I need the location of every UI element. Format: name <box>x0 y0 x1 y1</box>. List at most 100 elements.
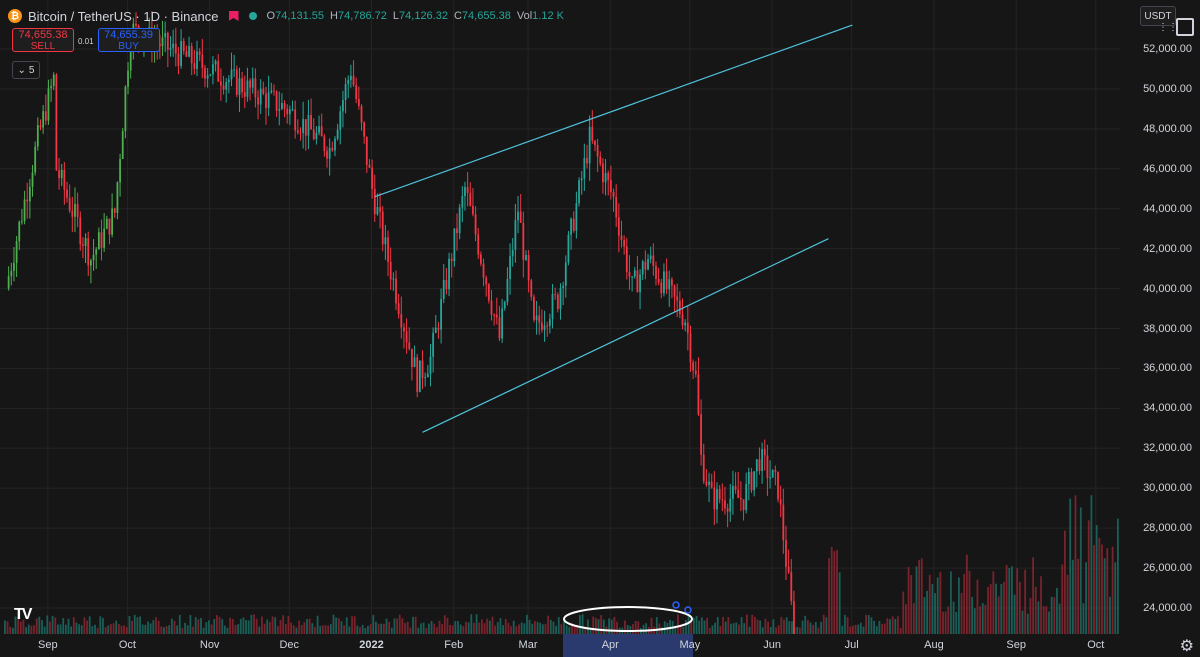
volume-bar <box>1066 574 1069 634</box>
volume-bar <box>772 619 775 634</box>
volume-bar <box>250 614 253 634</box>
candle-body <box>111 208 114 235</box>
symbol-legend[interactable]: ₿ Bitcoin / TetherUS · 1D · Binance O74,… <box>8 6 564 26</box>
volume-bar <box>942 611 944 634</box>
volume-bar <box>626 625 629 634</box>
candle-body <box>755 459 758 472</box>
volume-bar <box>677 614 679 634</box>
volume-bar <box>809 622 812 634</box>
volume-bar <box>486 618 489 634</box>
volume-bar <box>557 617 560 634</box>
time-tick-label: 2022 <box>359 639 384 651</box>
candle-body <box>339 111 342 130</box>
volume-bar <box>902 591 905 634</box>
volume-bar <box>385 618 388 634</box>
volume-bar <box>504 618 507 634</box>
candle-body <box>219 81 222 86</box>
symbol-title[interactable]: Bitcoin / TetherUS · 1D · Binance <box>28 8 219 24</box>
volume-bar <box>1090 495 1093 634</box>
candle-body <box>543 325 546 330</box>
candle-body <box>100 232 103 248</box>
price-tick-label: 38,000.00 <box>1143 322 1192 335</box>
gear-icon[interactable]: ⚙ <box>1179 638 1194 655</box>
volume-bar <box>359 627 361 634</box>
volume-bar <box>51 616 54 634</box>
volume-bar <box>698 620 701 634</box>
volume-bar <box>579 615 581 634</box>
candle-body <box>538 315 541 323</box>
volume-bar <box>669 619 671 634</box>
candle-body <box>434 327 437 333</box>
tradingview-logo[interactable]: TV <box>14 606 33 623</box>
volume-bar <box>420 623 422 634</box>
volume-bar <box>928 574 931 634</box>
candle-body <box>564 262 567 286</box>
candle-body <box>259 88 262 105</box>
volume-bar <box>531 623 534 634</box>
volume-bar <box>86 620 88 634</box>
volume-bar <box>22 619 25 634</box>
candle-body <box>572 218 575 231</box>
candle-body <box>713 487 716 510</box>
volume-bar <box>534 621 536 634</box>
buy-button[interactable]: 74,655.39 BUY <box>97 28 160 52</box>
volume-bar <box>833 551 836 634</box>
volume-bar <box>4 620 6 634</box>
volume-bar <box>989 584 992 634</box>
candle-body <box>373 188 376 215</box>
annotation-handle[interactable] <box>672 601 680 609</box>
candle-body <box>360 106 363 123</box>
price-axis[interactable]: USDT ⋮⋮ 52,000.00 50,000.00 48,000.00 46,00… <box>1120 0 1200 634</box>
flag-icon[interactable] <box>228 11 239 21</box>
fullscreen-icon[interactable] <box>1176 18 1194 36</box>
time-axis[interactable]: ⚙ Sep Oct Nov Dec 2022 Feb Mar Apr May Jun Jul Aug S… <box>0 634 1200 657</box>
volume-annotation-ellipse[interactable] <box>563 606 693 632</box>
currency-selector[interactable]: USDT <box>1140 6 1176 26</box>
candle-body <box>312 129 315 140</box>
volume-bar <box>306 619 308 634</box>
candle-body <box>742 499 745 511</box>
volume-bar <box>11 627 14 634</box>
volume-bar <box>541 624 544 634</box>
candle-body <box>79 217 82 245</box>
volume-bar <box>1032 557 1034 634</box>
drag-handle-icon[interactable]: ⋮⋮ <box>1158 22 1178 33</box>
volume-bar <box>1058 603 1061 634</box>
volume-bar <box>290 622 292 634</box>
candle-body <box>21 221 23 223</box>
candle-body <box>381 211 384 245</box>
bitcoin-icon: ₿ <box>8 9 22 23</box>
volume-bar <box>854 624 857 634</box>
volume-bar <box>178 614 181 634</box>
volume-bar <box>234 624 237 634</box>
candle-body <box>599 156 602 164</box>
candle-body <box>89 260 92 266</box>
volume-bar <box>1077 558 1080 634</box>
volume-bar <box>918 559 921 634</box>
volume-bar <box>735 622 738 634</box>
candle-body <box>371 167 374 189</box>
volume-bar <box>804 615 807 634</box>
volume-bar <box>337 618 340 634</box>
volume-bar <box>738 624 740 634</box>
price-tick-label: 44,000.00 <box>1143 202 1192 215</box>
volume-bar <box>430 620 433 634</box>
volume-bar <box>973 608 976 634</box>
volume-bar <box>388 621 391 634</box>
volume-bar <box>740 617 743 634</box>
annotation-handle[interactable] <box>684 606 692 614</box>
volume-bar <box>49 621 51 634</box>
candle-body <box>612 191 615 197</box>
candle-body <box>511 249 514 257</box>
sell-button[interactable]: 74,655.38 SELL <box>12 28 74 52</box>
volume-bar <box>441 624 444 634</box>
indicators-toggle[interactable]: ⌄ 5 <box>12 61 40 79</box>
candle-body <box>482 263 485 278</box>
volume-bar <box>470 614 473 634</box>
volume-bar <box>284 624 287 634</box>
candle-body <box>323 136 326 151</box>
candle-body <box>204 67 206 79</box>
volume-bar <box>1005 564 1008 634</box>
price-tick-label: 26,000.00 <box>1143 562 1192 575</box>
